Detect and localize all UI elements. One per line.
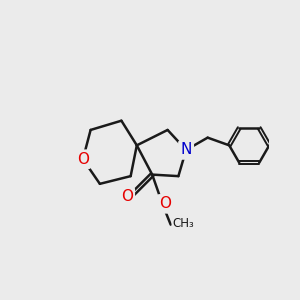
Text: O: O bbox=[121, 189, 133, 204]
Text: CH₃: CH₃ bbox=[172, 218, 194, 230]
Text: O: O bbox=[77, 152, 89, 167]
Text: N: N bbox=[180, 142, 192, 158]
Text: O: O bbox=[159, 196, 171, 211]
